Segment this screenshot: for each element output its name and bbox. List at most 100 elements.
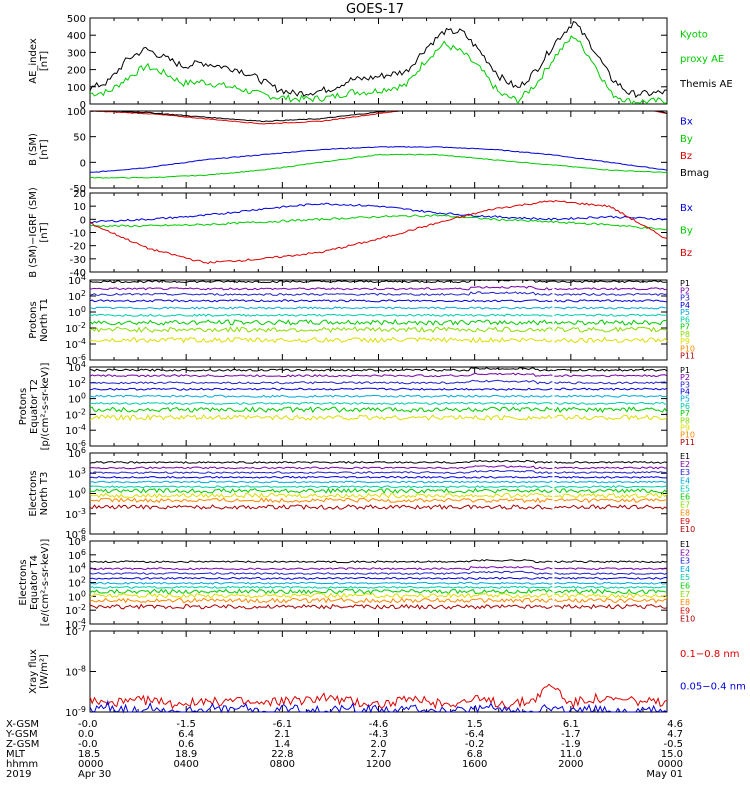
series-line-bz bbox=[89, 110, 668, 125]
flux-channel-line bbox=[89, 469, 668, 474]
flux-channel-line bbox=[89, 313, 668, 317]
legend-entry: P6 bbox=[680, 315, 690, 324]
series-line-0-05-0-4-nm bbox=[89, 699, 668, 714]
y-axis-label-line: North T3 bbox=[39, 472, 50, 516]
y-axis-label-line: [nT] bbox=[39, 139, 50, 159]
legend-entry: E1 bbox=[680, 452, 690, 461]
ephemeris-row-label: MLT bbox=[6, 749, 26, 760]
flux-channel-line bbox=[89, 588, 668, 595]
y-tick-label: 106 bbox=[68, 548, 86, 562]
ephemeris-cell: 11.0 bbox=[560, 749, 582, 760]
y-tick-label: 0 bbox=[80, 158, 86, 169]
y-tick-label: -10 bbox=[70, 229, 86, 240]
flux-channel-line bbox=[89, 379, 668, 385]
series-line-bmag bbox=[90, 110, 668, 123]
legend-entry: E3 bbox=[680, 557, 690, 566]
y-tick-label: 104 bbox=[68, 360, 86, 374]
ephemeris-cell: 0000 bbox=[78, 759, 103, 770]
y-tick-label: 100 bbox=[67, 107, 86, 118]
flux-channel-line bbox=[89, 336, 668, 344]
y-axis-label-line: North T1 bbox=[39, 298, 50, 342]
y-tick-label: 10-4 bbox=[65, 617, 86, 631]
series-line-bz bbox=[89, 199, 668, 265]
flux-channel-line bbox=[89, 603, 668, 610]
legend-entry: Bx bbox=[680, 117, 693, 128]
y-tick-label: -30 bbox=[70, 255, 86, 266]
legend-entry: Bmag bbox=[680, 168, 709, 179]
flux-channel-line bbox=[89, 394, 668, 398]
legend-entry: P9 bbox=[680, 423, 690, 432]
ephemeris-cell: 0800 bbox=[270, 759, 295, 770]
legend-entry: 0.05−0.4 nm bbox=[680, 681, 746, 692]
ephemeris-cell: 0400 bbox=[173, 759, 198, 770]
ephemeris-cell: 6.1 bbox=[563, 719, 579, 730]
ephemeris-cell: 18.5 bbox=[78, 749, 100, 760]
panel-e_t4: Electrons Equator T4 [e/(cm²-s-sr-keV)] 108… bbox=[18, 534, 695, 631]
y-axis-label-line: [p/(cm²-s-sr-keV)] bbox=[40, 363, 51, 451]
ephemeris-cell: 2000 bbox=[558, 759, 583, 770]
flux-channel-line bbox=[89, 559, 668, 564]
y-tick-label: 104 bbox=[68, 273, 86, 287]
y-tick-label: -20 bbox=[70, 242, 86, 253]
legend-entry: P10 bbox=[680, 344, 695, 353]
ephemeris-cell: 0.0 bbox=[78, 729, 94, 740]
y-tick-label: 100 bbox=[68, 487, 86, 501]
ephemeris-cell: -1.5 bbox=[176, 719, 196, 730]
ephemeris-row-label: X-GSM bbox=[6, 719, 39, 730]
ephemeris-row-label: Y-GSM bbox=[5, 729, 38, 740]
y-tick-label: -50 bbox=[70, 184, 86, 195]
legend-entry: E7 bbox=[680, 501, 690, 510]
legend-entry: P4 bbox=[680, 301, 690, 310]
y-tick-label: 102 bbox=[68, 576, 86, 590]
ephemeris-cell: 2.0 bbox=[371, 739, 387, 750]
legend-entry: E5 bbox=[680, 573, 690, 582]
panel-frame bbox=[89, 366, 668, 447]
legend-entry: E1 bbox=[680, 540, 690, 549]
legend-entry: P1 bbox=[680, 366, 690, 375]
flux-channel-line bbox=[89, 285, 668, 291]
legend-entry: By bbox=[680, 134, 693, 145]
y-tick-label: 10-7 bbox=[65, 624, 86, 638]
ephemeris-cell: Apr 30 bbox=[78, 769, 111, 780]
flux-channel-line bbox=[89, 492, 668, 499]
legend-entry: P1 bbox=[680, 279, 690, 288]
panel-bsm: B (SM) [nT] 100 50 0 -50 Bx By Bz Bmag bbox=[28, 107, 709, 195]
y-tick-label: 100 bbox=[68, 305, 86, 319]
legend-entry: P11 bbox=[680, 438, 695, 447]
legend-entry: Bz bbox=[680, 248, 692, 259]
y-tick-label: 10-4 bbox=[65, 423, 86, 437]
y-tick-label: 10-6 bbox=[65, 353, 86, 367]
ephemeris-row-label: 2019 bbox=[6, 769, 31, 780]
y-tick-label: 102 bbox=[68, 289, 86, 303]
y-axis-label-line: [W/m²] bbox=[39, 654, 50, 689]
y-tick-label: 20 bbox=[73, 189, 86, 200]
series-line-by bbox=[89, 214, 668, 231]
y-tick-label: 108 bbox=[68, 534, 86, 548]
y-axis-label-line: Electrons bbox=[18, 559, 29, 605]
legend-entry: P7 bbox=[680, 409, 690, 418]
flux-channel-line bbox=[90, 592, 668, 599]
flux-channel-line bbox=[89, 565, 668, 571]
ephemeris-cell: -6.1 bbox=[273, 719, 293, 730]
panel-frame bbox=[89, 17, 668, 105]
panel-frame bbox=[89, 192, 668, 273]
legend-entry: Bz bbox=[680, 151, 692, 162]
y-tick-label: 100 bbox=[67, 83, 86, 94]
legend-entry: E2 bbox=[680, 548, 690, 557]
legend-entry: By bbox=[680, 226, 693, 237]
y-tick-label: 50 bbox=[73, 133, 86, 144]
y-tick-label: 10-8 bbox=[65, 665, 86, 679]
legend-entry: E2 bbox=[680, 460, 690, 469]
legend-entry: E9 bbox=[680, 517, 690, 526]
y-axis-label: B (SM) [nT] bbox=[28, 133, 50, 166]
ephemeris-cell: 1.4 bbox=[274, 739, 290, 750]
legend-entry: P10 bbox=[680, 431, 695, 440]
legend-entry: E7 bbox=[680, 590, 690, 599]
y-tick-label: 100 bbox=[68, 589, 86, 603]
ephemeris-cell: 4.6 bbox=[667, 719, 683, 730]
ephemeris-cell: -0.2 bbox=[465, 739, 485, 750]
y-axis-label: Electrons North T3 bbox=[28, 470, 50, 516]
legend-entry: P2 bbox=[680, 286, 690, 295]
ephemeris-cell: -1.7 bbox=[561, 729, 581, 740]
figure-title: GOES-17 bbox=[346, 2, 404, 17]
